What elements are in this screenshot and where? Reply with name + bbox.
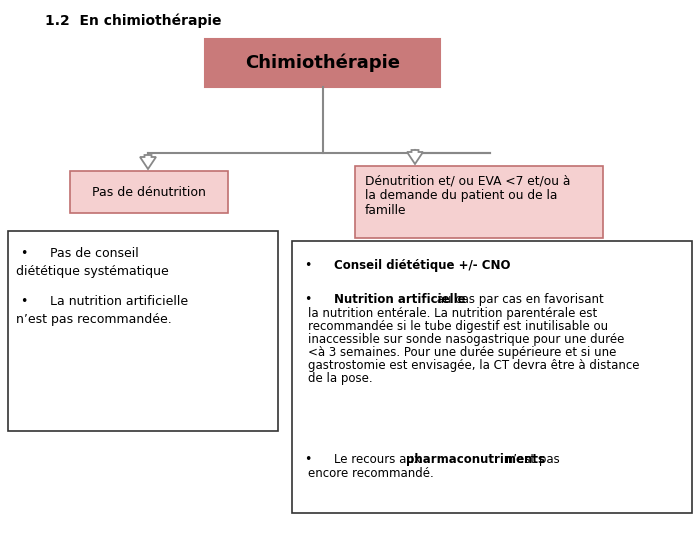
Text: <à 3 semaines. Pour une durée supérieure et si une: <à 3 semaines. Pour une durée supérieure… [308,346,617,359]
Polygon shape [140,155,156,169]
Text: la nutrition entérale. La nutrition parentérale est: la nutrition entérale. La nutrition pare… [308,307,597,320]
Text: pharmaconutriments: pharmaconutriments [406,453,545,466]
Text: •: • [20,295,27,308]
Text: Conseil diététique +/- CNO: Conseil diététique +/- CNO [334,259,510,272]
Text: Chimiothérapie: Chimiothérapie [245,54,400,72]
Text: Pas de conseil: Pas de conseil [50,247,139,260]
Text: diététique systématique: diététique systématique [16,265,169,278]
Text: Dénutrition et/ ou EVA <7 et/ou à
la demande du patient ou de la
famille: Dénutrition et/ ou EVA <7 et/ou à la dem… [365,174,570,217]
Text: .: . [497,259,500,272]
Text: encore recommandé.: encore recommandé. [308,467,434,480]
Text: •: • [304,293,312,306]
Text: •: • [304,259,312,272]
Text: La nutrition artificielle: La nutrition artificielle [50,295,188,308]
Bar [8,231,278,431]
Text: recommandée si le tube digestif est inutilisable ou: recommandée si le tube digestif est inut… [308,320,608,333]
Text: n’est pas: n’est pas [502,453,560,466]
Text: Nutrition artificielle: Nutrition artificielle [334,293,466,306]
Text: 1.2  En chimiothérapie: 1.2 En chimiothérapie [45,13,221,28]
Bar [70,171,228,213]
Text: inaccessible sur sonde nasogastrique pour une durée: inaccessible sur sonde nasogastrique pou… [308,333,624,346]
Text: gastrostomie est envisagée, la CT devra être à distance: gastrostomie est envisagée, la CT devra … [308,359,640,372]
Bar [292,241,692,513]
Text: Pas de dénutrition: Pas de dénutrition [92,186,206,199]
Text: Le recours aux: Le recours aux [334,453,425,466]
Polygon shape [407,150,423,164]
Bar [205,39,440,87]
Text: •: • [304,453,312,466]
Text: au cas par cas en favorisant: au cas par cas en favorisant [433,293,603,306]
Bar [355,166,603,238]
Text: •: • [20,247,27,260]
Text: de la pose.: de la pose. [308,372,372,385]
Text: n’est pas recommandée.: n’est pas recommandée. [16,313,172,326]
